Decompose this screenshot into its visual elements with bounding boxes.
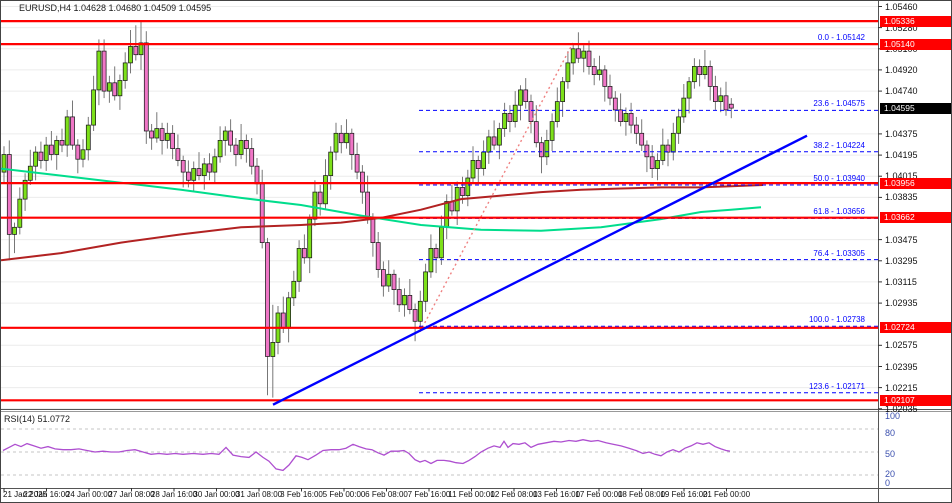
price-tick-label: 1.02935	[885, 298, 918, 309]
time-tick-label: 27 Jan 08:00	[108, 490, 155, 499]
level-price-badge: 1.02107	[880, 394, 951, 406]
chart-title-ohlc: EURUSD,H4 1.04628 1.04680 1.04509 1.0459…	[19, 3, 212, 13]
fib-level-label: 100.0 - 1.02738	[808, 315, 865, 325]
price-tick-label: 1.03475	[885, 234, 918, 245]
time-tick-label: 3 Feb 16:00	[280, 490, 323, 499]
time-tick-label: 22 Jan 16:00	[23, 490, 70, 499]
price-tick-label: 1.05460	[885, 1, 918, 12]
fib-level-label: 0.0 - 1.05142	[817, 32, 865, 42]
price-tick-label: 1.05280	[885, 22, 918, 33]
rsi-name: RSI(14)	[4, 414, 36, 424]
price-tick-label: 1.04740	[885, 86, 918, 97]
time-tick-label: 28 Jan 16:00	[150, 490, 198, 499]
rsi-line	[2, 439, 731, 472]
time-tick-label: 24 Jan 00:00	[65, 490, 113, 499]
rsi-tick-label: 20	[885, 469, 896, 479]
level-price-badge: 1.05140	[880, 38, 951, 50]
ascending-trendline	[272, 134, 808, 406]
price-tick-label: 1.04195	[885, 150, 918, 161]
price-tick-label: 1.04015	[885, 171, 918, 182]
price-tick-label: 1.03115	[885, 276, 917, 287]
rsi-value: 51.0772	[37, 414, 71, 424]
price-tick-label: 1.04920	[885, 64, 918, 75]
level-price-badge: 1.03662	[880, 212, 951, 224]
current-price-badge: 1.04595	[880, 102, 951, 114]
level-price-badge: 1.02724	[880, 322, 951, 334]
time-tick-label: 6 Feb 08:00	[365, 490, 408, 499]
time-tick-label: 21 Feb 00:00	[702, 490, 751, 499]
price-tick-label: 1.02215	[885, 382, 918, 393]
rsi-tick-label: 0	[885, 478, 891, 488]
time-tick-label: 31 Jan 08:00	[235, 490, 283, 499]
time-tick-label: 11 Feb 00:00	[448, 490, 495, 499]
fib-level-label: 76.4 - 1.03305	[813, 248, 865, 258]
rsi-tick-label: 80	[885, 428, 896, 438]
dotted-trendline	[419, 42, 574, 333]
price-tick-label: 1.02575	[885, 340, 918, 351]
fib-level-label: 23.6 - 1.04575	[813, 99, 865, 109]
level-price-badge: 1.03956	[880, 177, 951, 189]
time-tick-label: 30 Jan 00:00	[193, 490, 240, 499]
candles-layer	[1, 21, 734, 398]
ma-fast-line	[1, 167, 762, 232]
price-tick-label: 1.02395	[885, 361, 918, 372]
fib-level-label: 61.8 - 1.03656	[813, 207, 865, 217]
rsi-tick-label: 50	[885, 449, 896, 459]
rsi-tick-label: 100	[885, 411, 901, 421]
time-tick-label: 19 Feb 16:00	[660, 490, 708, 499]
price-tick-label: 1.04375	[885, 128, 918, 139]
time-tick-label: 17 Feb 00:00	[575, 490, 623, 499]
price-tick-label: 1.03835	[885, 192, 918, 203]
fib-level-label: 123.6 - 1.02171	[808, 381, 865, 391]
time-tick-label: 13 Feb 16:00	[532, 490, 581, 499]
time-tick-label: 12 Feb 08:00	[490, 490, 538, 499]
price-tick-label: 1.03295	[885, 255, 918, 266]
time-tick-label: 21 Jan 2025	[3, 490, 48, 499]
ma-slow-line	[1, 184, 764, 262]
fib-level-label: 38.2 - 1.04224	[813, 140, 865, 150]
time-tick-label: 5 Feb 00:00	[322, 490, 366, 499]
level-price-badge: 1.05336	[880, 15, 951, 27]
fib-level-label: 50.0 - 1.03940	[813, 174, 865, 183]
rsi-indicator-label: RSI(14) 51.0772	[4, 414, 70, 424]
time-tick-label: 7 Feb 16:00	[407, 490, 451, 499]
price-tick-label: 1.02035	[885, 403, 918, 414]
time-tick-label: 18 Feb 08:00	[617, 490, 666, 499]
